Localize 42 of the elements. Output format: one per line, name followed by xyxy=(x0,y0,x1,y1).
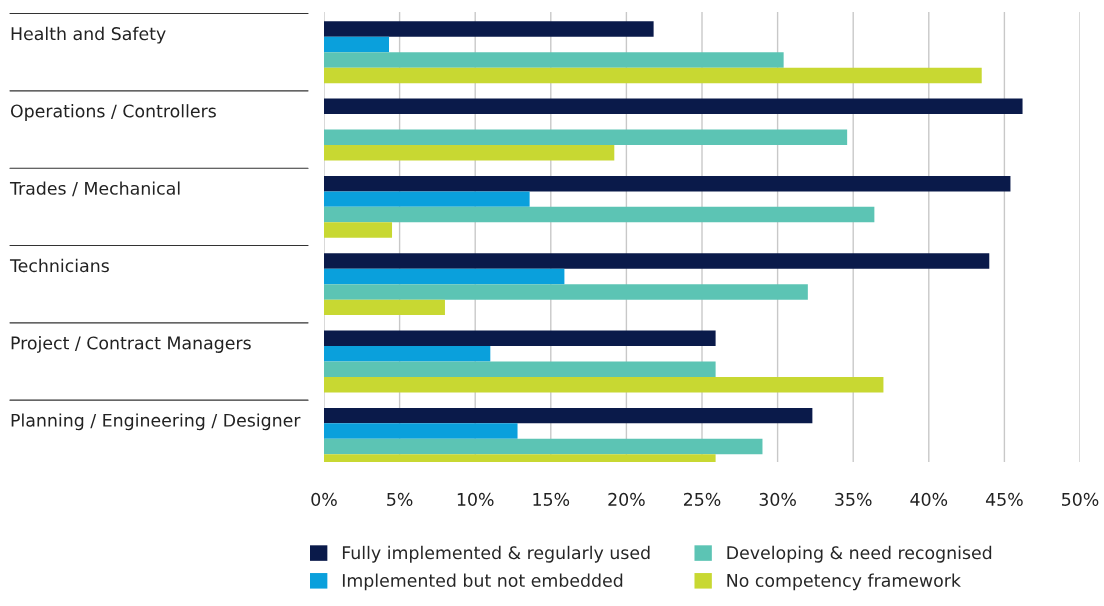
x-tick-label: 50% xyxy=(1062,492,1099,506)
y-tick-label: Technicians xyxy=(9,258,109,273)
y-tick-label: Operations / Controllers xyxy=(10,104,216,121)
bar xyxy=(324,346,491,362)
y-tick-label: Planning / Engineering / Designer xyxy=(11,413,301,431)
bar xyxy=(324,423,518,439)
bar xyxy=(324,407,813,424)
bar xyxy=(324,206,875,223)
legend-label: Developing & need recognised xyxy=(727,545,992,563)
bar xyxy=(324,253,990,269)
legend-label: No competency framework xyxy=(727,573,961,591)
x-tick-label: 0% xyxy=(311,492,337,506)
bar xyxy=(324,222,393,238)
bar xyxy=(324,52,784,68)
bar xyxy=(324,175,1011,192)
legend-label: Fully implemented & regularly used xyxy=(342,545,650,563)
x-tick-label: 40% xyxy=(910,492,948,506)
bar xyxy=(324,376,884,393)
legend-label: Implemented but not embedded xyxy=(342,573,623,591)
bar xyxy=(324,299,445,316)
bar xyxy=(324,330,716,347)
bar xyxy=(324,36,390,53)
y-tick-label: Trades / Mechanical xyxy=(9,181,180,197)
y-tick-label: Project / Contract Managers xyxy=(11,336,251,353)
bar xyxy=(324,268,565,285)
bar xyxy=(324,191,530,207)
x-tick-label: 5% xyxy=(387,492,413,506)
x-tick-label: 10% xyxy=(457,492,494,506)
x-tick-label: 30% xyxy=(759,492,796,506)
x-tick-label: 45% xyxy=(985,492,1023,506)
bar xyxy=(324,21,654,37)
x-tick-label: 25% xyxy=(683,492,721,506)
bar xyxy=(324,361,716,377)
bar xyxy=(324,129,848,145)
x-tick-label: 15% xyxy=(533,492,570,506)
bar xyxy=(324,67,982,84)
x-tick-label: 20% xyxy=(608,492,645,506)
bar xyxy=(324,284,808,300)
bar xyxy=(324,98,1023,115)
y-tick-label: Health and Safety xyxy=(11,26,166,44)
x-tick-label: 35% xyxy=(835,492,872,506)
bar xyxy=(324,144,615,161)
